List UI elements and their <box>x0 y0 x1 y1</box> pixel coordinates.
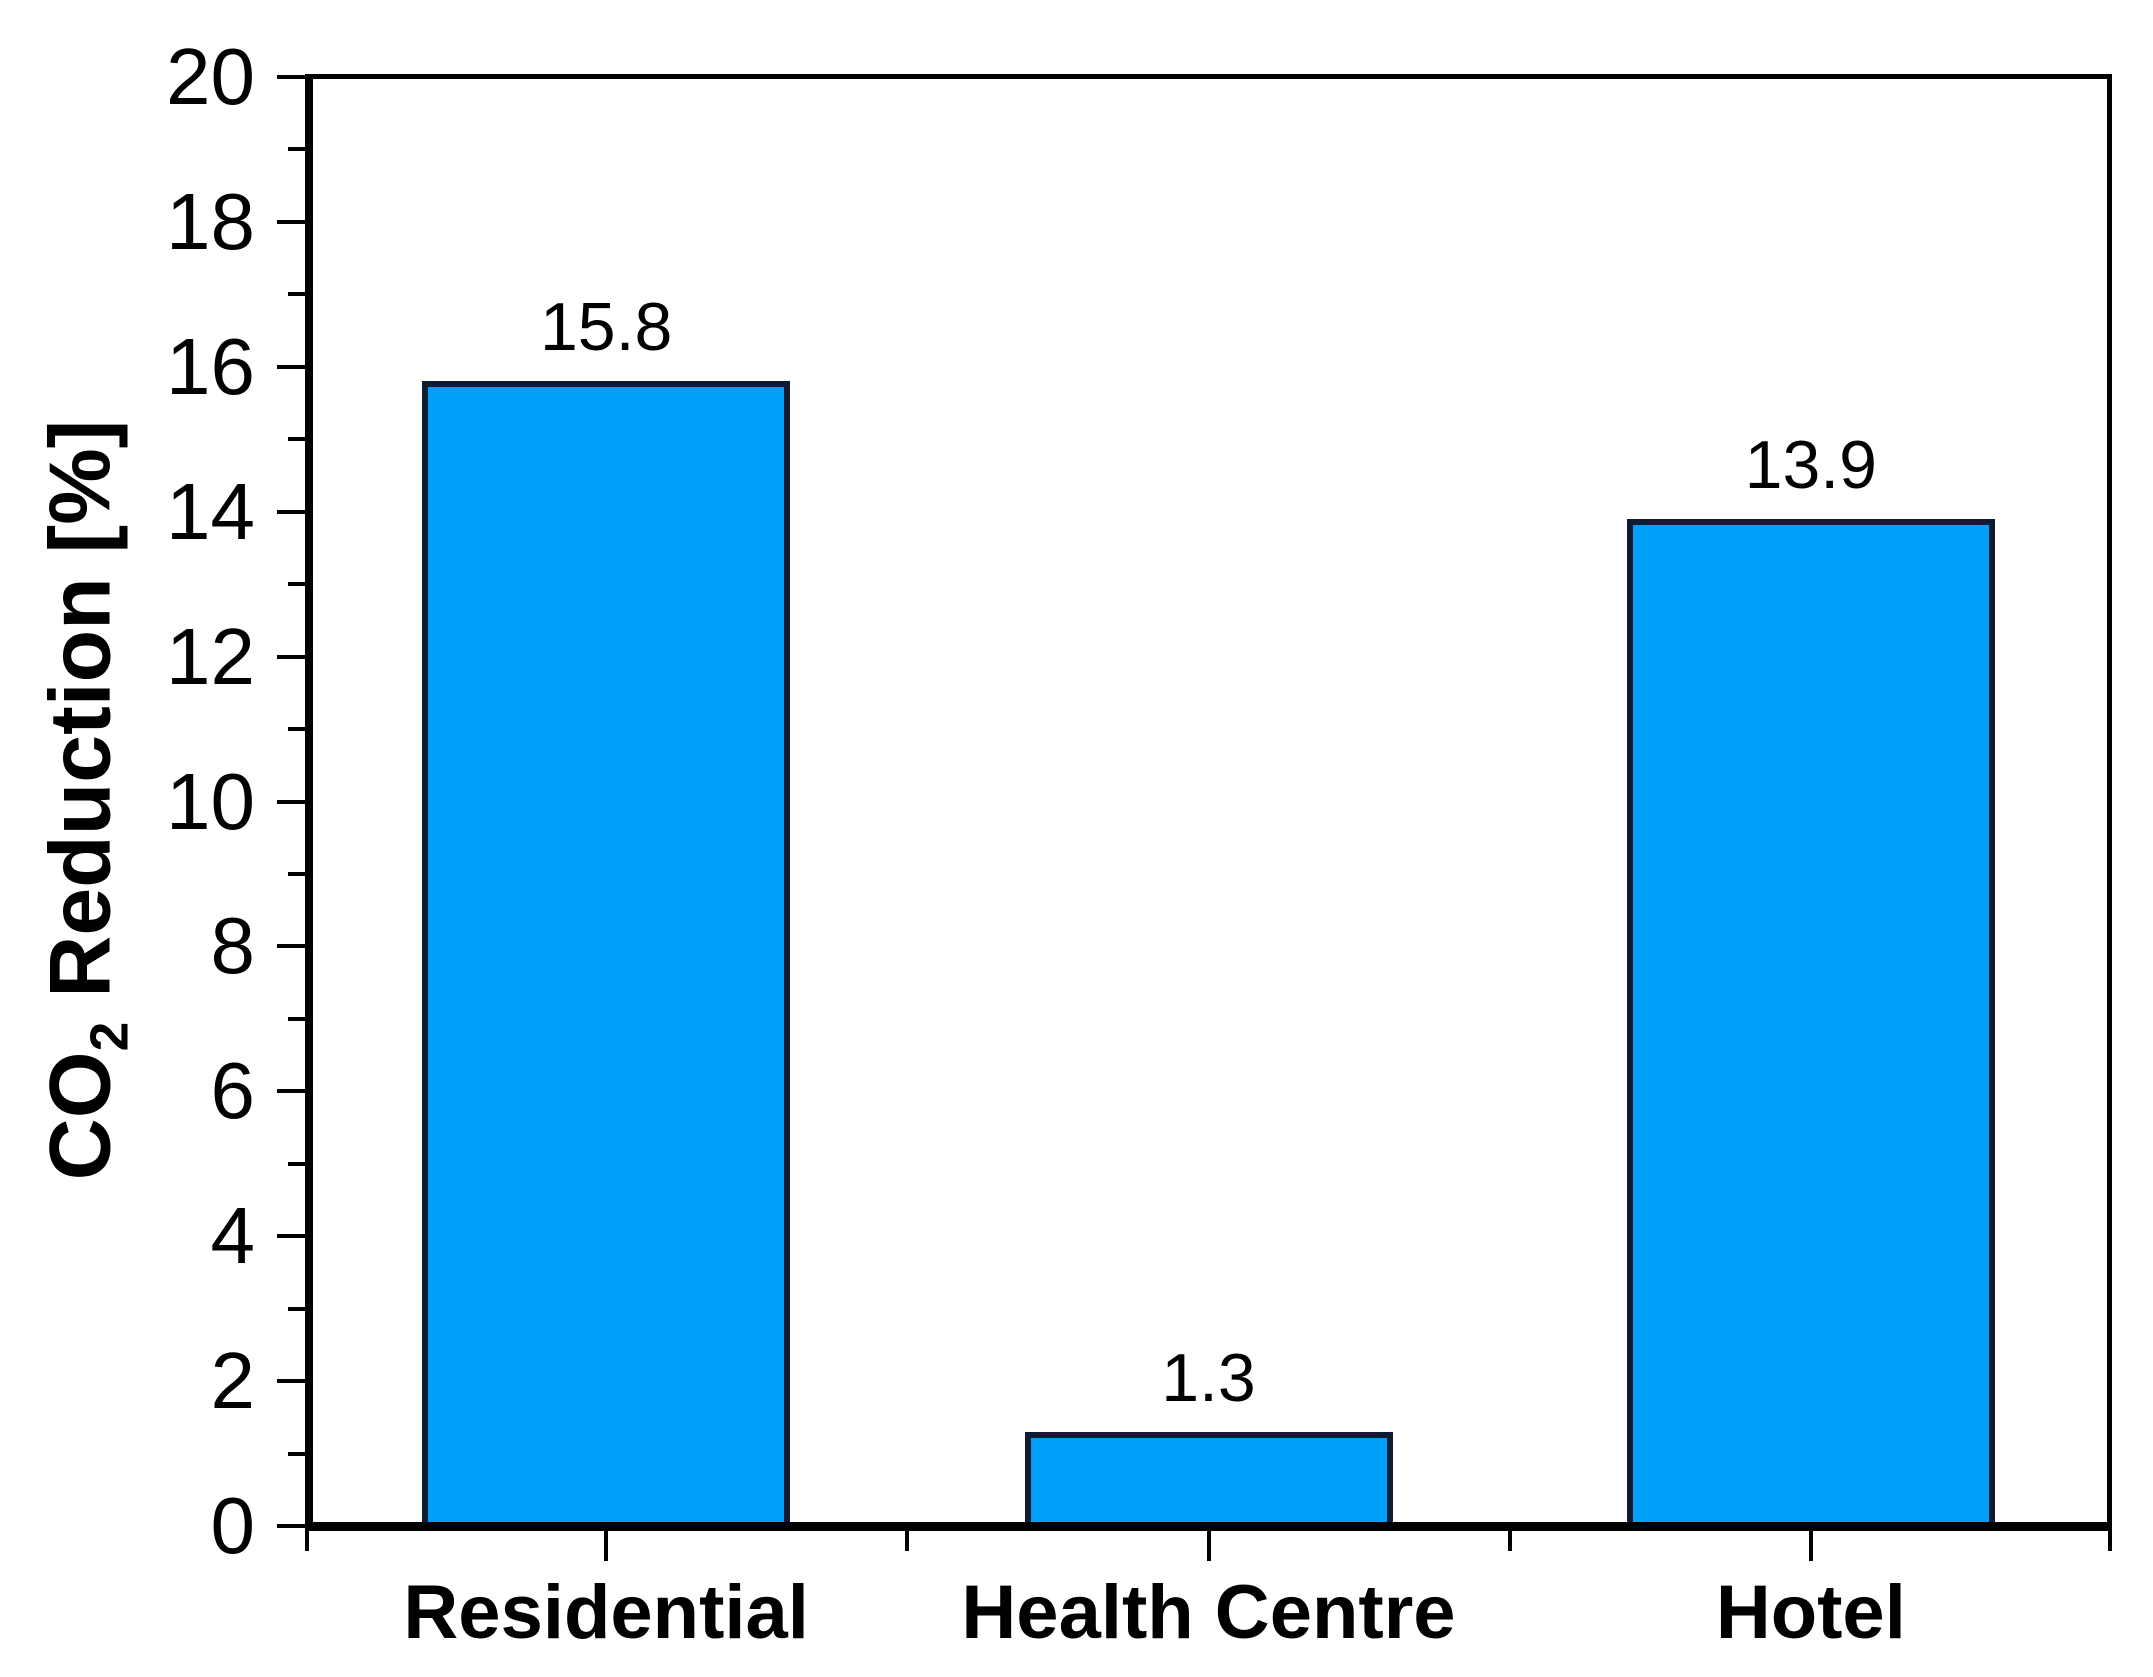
x-major-tick <box>1206 1531 1211 1561</box>
y-tick-label: 10 <box>166 756 255 846</box>
y-major-tick <box>277 75 305 79</box>
y-major-tick <box>277 654 305 659</box>
bar-value-label: 13.9 <box>1744 426 1877 503</box>
y-major-tick <box>277 1524 305 1528</box>
bar-health-centre <box>1024 1431 1393 1531</box>
x-minor-tick <box>1507 1531 1512 1551</box>
x-minor-tick <box>905 1531 910 1551</box>
bar-residential <box>422 381 791 1531</box>
y-axis-title-subscript: 2 <box>80 1021 140 1052</box>
y-tick-label: 12 <box>166 611 255 701</box>
y-major-tick <box>277 364 305 369</box>
axis-frame-top <box>305 74 2112 79</box>
bar-hotel <box>1626 518 1995 1531</box>
y-major-tick <box>277 1379 305 1384</box>
y-minor-tick <box>288 582 305 587</box>
x-major-tick <box>1808 1531 1813 1561</box>
y-tick-label: 0 <box>210 1481 256 1570</box>
x-axis-line <box>305 1522 2112 1531</box>
y-tick-label: 18 <box>166 176 255 266</box>
y-minor-tick <box>288 1016 305 1021</box>
y-minor-tick <box>288 147 305 152</box>
x-category-label-hotel: Hotel <box>1715 1570 1906 1655</box>
y-major-tick <box>277 1234 305 1239</box>
y-tick-label: 20 <box>166 32 255 121</box>
y-major-tick <box>277 509 305 514</box>
y-tick-label: 4 <box>210 1191 256 1281</box>
y-minor-tick <box>288 437 305 442</box>
y-minor-tick <box>288 1161 305 1166</box>
y-tick-label: 14 <box>166 466 255 556</box>
y-tick-label: 6 <box>210 1046 256 1136</box>
y-major-tick <box>277 799 305 804</box>
y-minor-tick <box>288 292 305 297</box>
bar-value-label: 1.3 <box>1161 1339 1256 1416</box>
y-major-tick <box>277 219 305 224</box>
y-tick-label: 2 <box>210 1336 256 1426</box>
y-axis-line <box>305 74 313 1531</box>
y-minor-tick <box>288 1451 305 1456</box>
plot-area: 15.8 1.3 13.9 0 2 4 6 8 10 12 14 16 18 20 Residential H… <box>166 37 2112 1655</box>
x-minor-tick <box>305 1531 309 1551</box>
y-minor-tick <box>288 727 305 732</box>
y-tick-label: 8 <box>210 901 256 991</box>
x-minor-tick <box>2108 1531 2112 1551</box>
x-major-tick <box>604 1531 609 1561</box>
y-major-tick <box>277 944 305 949</box>
axis-frame-right <box>2107 74 2112 1531</box>
x-category-label-residential: Residential <box>403 1570 809 1655</box>
y-minor-tick <box>288 871 305 876</box>
y-tick-label: 16 <box>166 321 255 411</box>
x-category-label-health-centre: Health Centre <box>961 1570 1456 1655</box>
y-minor-tick <box>288 1306 305 1311</box>
y-major-tick <box>277 1089 305 1094</box>
bar-value-label: 15.8 <box>539 289 673 366</box>
